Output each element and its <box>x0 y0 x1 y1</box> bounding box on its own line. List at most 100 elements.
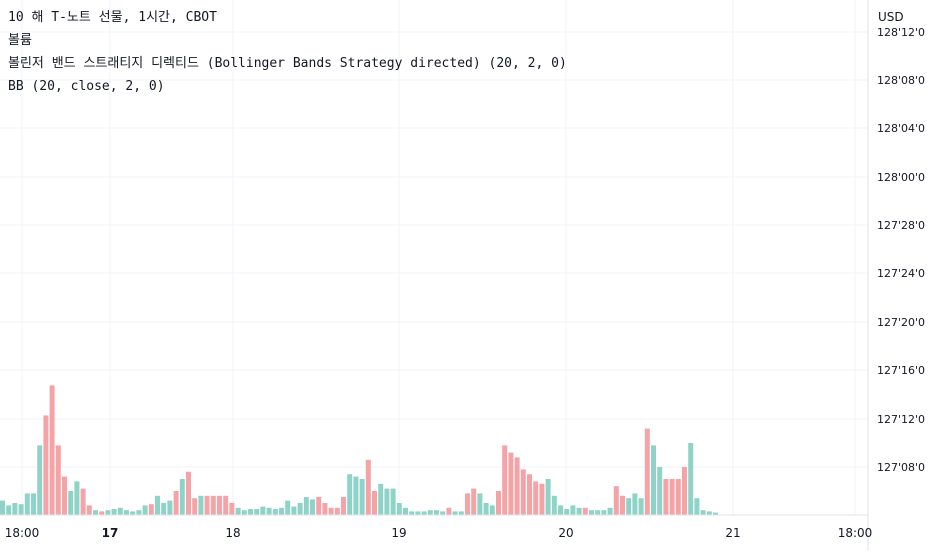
volume-bar <box>620 495 625 515</box>
volume-bar <box>527 474 532 515</box>
volume-bar <box>601 510 607 515</box>
volume-bar <box>136 510 142 515</box>
time-tick-label: 19 <box>391 526 406 540</box>
volume-bar <box>254 509 260 515</box>
volume-bar <box>130 511 136 515</box>
volume-bar <box>248 509 253 515</box>
volume-bar <box>86 505 92 515</box>
volume-bar <box>179 479 185 515</box>
volume-bar <box>217 495 222 515</box>
volume-bar <box>508 452 514 515</box>
volume-bar <box>378 483 384 515</box>
volume-bar <box>465 493 470 515</box>
price-axis[interactable]: 128'12'0 128'08'0 128'04'0 128'00'0 127'28'0… <box>877 26 925 474</box>
volume-bar <box>570 505 576 515</box>
volume-indicator-label[interactable]: 볼륨 <box>8 33 32 48</box>
volume-bar <box>353 476 359 515</box>
volume-bar <box>223 495 229 515</box>
time-tick-label: 18:00 <box>5 526 40 540</box>
volume-bar <box>558 505 563 515</box>
volume-bar <box>582 507 588 515</box>
volume-bar <box>148 504 154 515</box>
volume-bar <box>471 488 477 515</box>
volume-bar <box>626 498 632 515</box>
price-tick-label: 127'12'0 <box>877 413 925 426</box>
volume-bar <box>688 443 694 515</box>
volume-bar <box>514 457 520 515</box>
price-tick-label: 127'28'0 <box>877 219 925 232</box>
volume-bar <box>483 503 489 515</box>
volume-bar <box>142 505 148 515</box>
strategy-indicator-label[interactable]: 볼린저 밴드 스트래티지 디렉티드 (Bollinger Bands Strat… <box>8 56 567 71</box>
volume-bar <box>396 503 402 515</box>
volume-bar <box>204 495 210 515</box>
time-tick-label: 21 <box>725 526 740 540</box>
volume-bar <box>186 471 191 515</box>
price-tick-label: 127'16'0 <box>877 364 925 377</box>
volume-bar <box>415 511 421 515</box>
volume-bar <box>551 495 557 515</box>
volume-bar <box>434 510 439 515</box>
bb-indicator-label[interactable]: BB (20, close, 2, 0) <box>8 79 165 94</box>
volume-bar <box>638 498 644 515</box>
volume-bar <box>440 511 446 515</box>
volume-bar <box>613 486 619 515</box>
volume-bar <box>651 445 656 515</box>
volume-bar <box>303 497 309 515</box>
volume-bar <box>372 491 377 515</box>
volume-bar <box>713 512 718 515</box>
volume-bar <box>24 493 30 515</box>
volume-bar <box>266 507 272 515</box>
volume-bar <box>74 481 80 515</box>
price-tick-label: 128'12'0 <box>877 26 925 39</box>
time-tick-label: 18 <box>225 526 240 540</box>
volume-bars <box>0 385 718 515</box>
time-tick-label: 17 <box>102 526 119 540</box>
volume-bar <box>241 510 247 515</box>
volume-bar <box>334 507 340 515</box>
volume-bar <box>595 510 601 515</box>
volume-bar <box>328 507 334 515</box>
volume-bar <box>365 459 371 515</box>
volume-bar <box>272 509 278 515</box>
chart-legend: 10 해 T-노트 선물, 1시간, CBOT 볼륨 볼린저 밴드 스트래티지 … <box>8 6 567 98</box>
time-tick-label: 18:00 <box>838 526 873 540</box>
volume-bar <box>31 493 36 515</box>
volume-bar <box>657 467 663 515</box>
volume-bar <box>198 495 204 515</box>
volume-bar <box>409 511 415 515</box>
volume-bar <box>105 510 111 515</box>
volume-bar <box>124 510 129 515</box>
volume-bar <box>589 510 594 515</box>
volume-bar <box>706 511 712 515</box>
volume-bar <box>520 469 526 515</box>
volume-bar <box>539 483 545 515</box>
volume-bar <box>43 415 49 515</box>
price-tick-label: 127'24'0 <box>877 267 925 280</box>
symbol-title[interactable]: 10 해 T-노트 선물, 1시간, CBOT <box>8 10 217 25</box>
volume-bar <box>384 488 390 515</box>
volume-bar <box>669 479 675 515</box>
time-axis[interactable]: 18:00 17 18 19 20 21 18:00 <box>5 526 873 540</box>
volume-bar <box>458 511 464 515</box>
volume-bar <box>576 507 582 515</box>
grid-layer <box>0 0 868 515</box>
volume-bar <box>285 500 291 515</box>
currency-label: USD <box>878 10 904 24</box>
volume-bar <box>55 445 61 515</box>
volume-bar <box>117 507 123 515</box>
volume-bar <box>502 445 508 515</box>
volume-bar <box>347 474 353 515</box>
volume-bar <box>260 506 266 515</box>
volume-bar <box>607 507 613 515</box>
price-tick-label: 127'20'0 <box>877 316 925 329</box>
volume-bar <box>663 479 669 515</box>
volume-bar <box>297 503 303 515</box>
volume-bar <box>99 511 105 515</box>
time-tick-label: 20 <box>558 526 573 540</box>
volume-bar <box>173 491 179 515</box>
volume-bar <box>6 505 12 515</box>
volume-bar <box>446 507 452 515</box>
